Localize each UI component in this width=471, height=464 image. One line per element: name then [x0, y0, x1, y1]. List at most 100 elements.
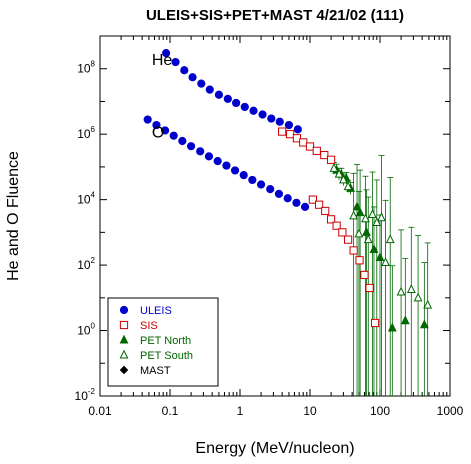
- y-tick-base: 10: [77, 258, 91, 272]
- uleis-point: [171, 57, 180, 67]
- y-tick-exponent: 0: [91, 322, 96, 331]
- uleis-point: [213, 157, 222, 166]
- pet-north-point: [375, 252, 385, 262]
- uleis-point: [266, 184, 275, 194]
- uleis-point: [267, 114, 276, 123]
- y-tick-label: 104: [77, 191, 95, 207]
- pet-south-point: [329, 163, 339, 172]
- pet-south-point: [368, 209, 377, 219]
- x-tick-label: 100: [370, 404, 390, 418]
- uleis-point: [204, 152, 214, 161]
- pet-south-point: [354, 228, 364, 238]
- legend-label-uleis: ULEIS: [140, 305, 172, 317]
- uleis-point: [223, 94, 232, 103]
- pet-north-point: [355, 207, 365, 217]
- uleis-point: [186, 142, 196, 151]
- uleis-point: [214, 90, 224, 99]
- pet-south-point: [334, 168, 344, 178]
- uleis-point: [274, 189, 284, 198]
- pet-south-point: [413, 292, 423, 302]
- sis-point: [326, 155, 336, 164]
- legend-label-sis: SIS: [140, 320, 158, 332]
- pet-south-point: [396, 286, 406, 296]
- sis-point: [343, 235, 353, 244]
- sis-point: [370, 318, 380, 328]
- y-tick-label: 100: [77, 322, 95, 338]
- legend-marker-sis: [119, 320, 129, 330]
- legend-marker-mast: [119, 365, 129, 375]
- sis-point: [320, 150, 329, 160]
- uleis-point: [300, 202, 310, 211]
- sis-point: [299, 138, 308, 147]
- sis-point: [326, 215, 336, 224]
- pet-south-point: [423, 299, 433, 309]
- uleis-point: [196, 147, 205, 156]
- y-tick-label: 10-2: [75, 387, 96, 403]
- x-tick-label: 1000: [437, 404, 464, 418]
- uleis-point: [178, 136, 187, 146]
- pet-south-point: [406, 284, 416, 293]
- annotations: He O: [152, 52, 173, 142]
- uleis-point: [230, 166, 240, 175]
- pet-north-point: [419, 319, 429, 329]
- x-axis-label: Energy (MeV/nucleon): [195, 440, 354, 457]
- sis-point: [305, 142, 315, 151]
- sis-point: [360, 270, 369, 280]
- y-tick-base: 10: [77, 324, 91, 338]
- sis-point: [315, 200, 324, 209]
- x-tick-label: 0.1: [162, 404, 179, 418]
- uleis-point: [284, 120, 294, 130]
- y-tick-base: 10: [77, 193, 91, 207]
- uleis-point: [162, 49, 171, 58]
- y-tick-base: 10: [75, 389, 89, 403]
- uleis-point: [232, 98, 241, 108]
- uleis-point: [205, 85, 214, 94]
- y-axis-label: He and O Fluence: [5, 151, 22, 281]
- annotation-o: O: [152, 125, 164, 142]
- pet-south-point: [377, 212, 386, 222]
- y-tick-base: 10: [77, 62, 91, 76]
- sis-point: [365, 283, 374, 293]
- chart-title: ULEIS+SIS+PET+MAST 4/21/02 (111): [146, 7, 404, 24]
- uleis-point: [222, 161, 231, 170]
- pet-north-point: [352, 201, 362, 211]
- y-tick-label: 102: [77, 256, 95, 272]
- sis-point: [338, 228, 347, 237]
- legend-marker-pet-south: [119, 349, 129, 359]
- sis-point: [355, 256, 364, 265]
- pet-north-point: [369, 244, 379, 253]
- uleis-point: [239, 171, 248, 180]
- y-tick-label: 106: [77, 125, 95, 141]
- legend-marker-uleis: [119, 305, 129, 315]
- pet-south-point: [363, 234, 373, 244]
- uleis-point: [169, 131, 178, 140]
- x-tick-label: 1: [237, 404, 244, 418]
- legend: ULEIS SIS PET North PET South MAST: [107, 297, 219, 387]
- uleis-point: [180, 66, 189, 75]
- legend-marker-pet-north: [119, 334, 129, 344]
- sis-point: [286, 130, 295, 139]
- sis-point: [312, 146, 321, 155]
- uleis-point: [292, 198, 301, 207]
- pet-south-point: [381, 257, 390, 266]
- pet-north-point: [362, 227, 371, 236]
- uleis-point: [256, 180, 266, 189]
- uleis-point: [258, 110, 267, 119]
- uleis-point: [293, 125, 302, 134]
- uleis-point: [283, 194, 292, 203]
- uleis-point: [249, 106, 258, 115]
- pet-south-point: [349, 210, 359, 220]
- y-tick-exponent: 2: [91, 256, 96, 265]
- pet-north-point: [400, 315, 410, 325]
- uleis-point: [160, 126, 170, 135]
- uleis-point: [152, 120, 161, 130]
- uleis-point: [143, 115, 152, 124]
- legend-label-pet-south: PET South: [140, 350, 193, 362]
- uleis-point: [275, 117, 284, 126]
- pet-south-point: [361, 213, 370, 223]
- sis-point: [321, 206, 330, 216]
- uleis-point: [197, 79, 206, 88]
- pet-south-point: [372, 217, 382, 227]
